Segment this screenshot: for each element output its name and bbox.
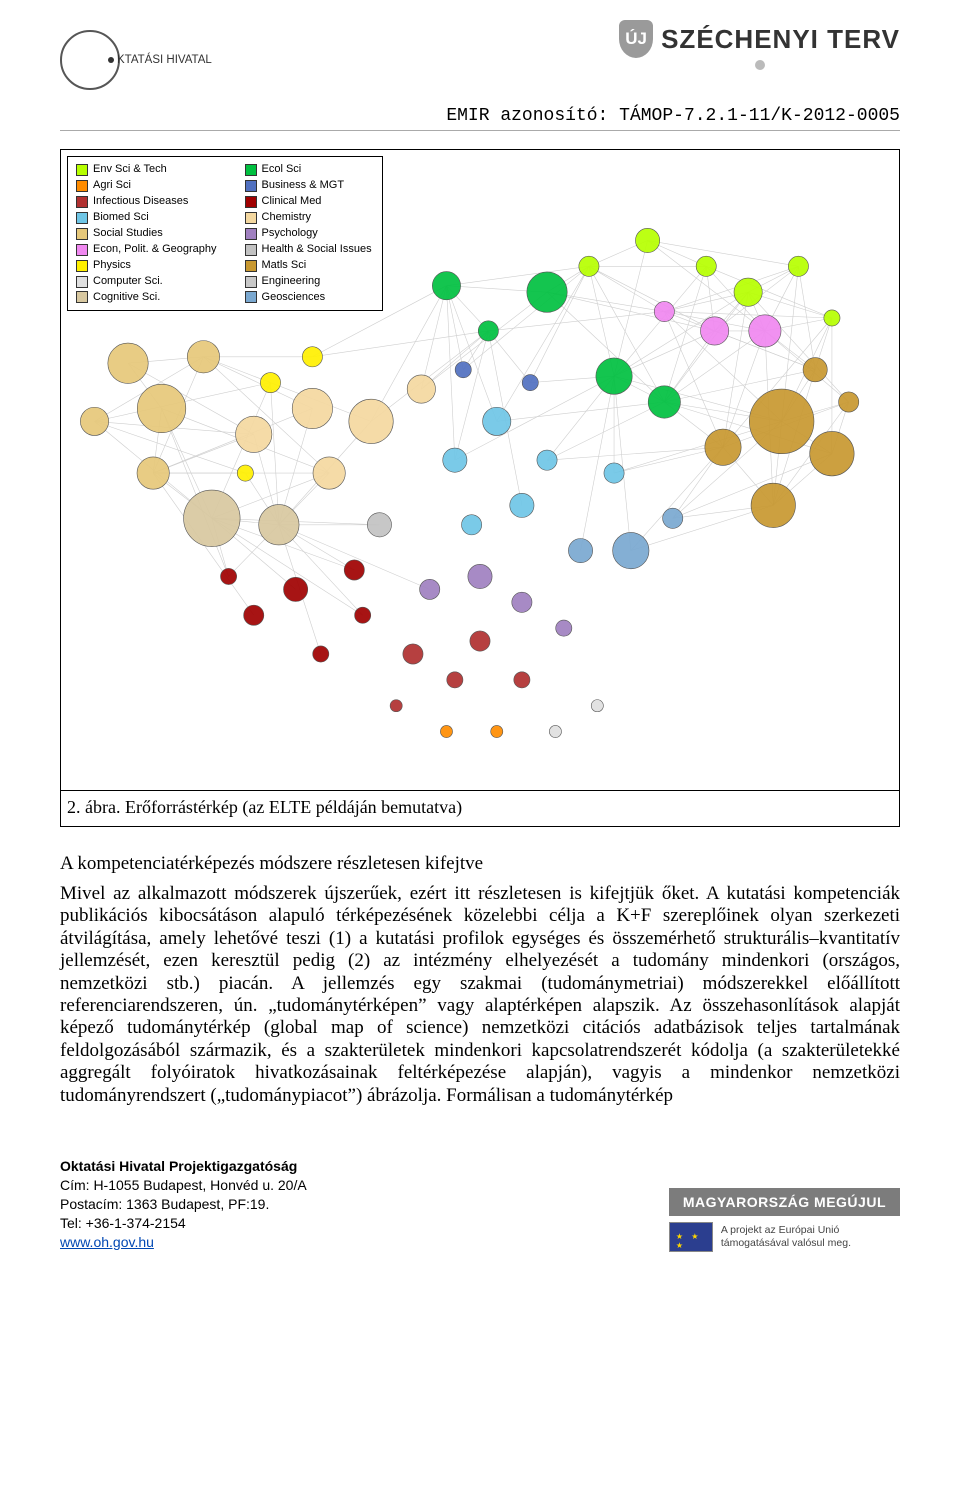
figure-caption: 2. ábra. Erőforrástérkép (az ELTE példáj… <box>61 791 899 826</box>
megujul-banner: MAGYARORSZÁG MEGÚJUL <box>669 1188 900 1216</box>
right-logo: ÚJ SZÉCHENYI TERV <box>619 20 900 70</box>
legend-item: Matls Sci <box>245 258 372 274</box>
eu-flag-icon <box>669 1222 713 1252</box>
footer-url[interactable]: www.oh.gov.hu <box>60 1234 154 1250</box>
pin-icon <box>755 60 765 70</box>
page-header: KTATÁSI HIVATAL ÚJ SZÉCHENYI TERV <box>60 20 900 100</box>
left-logo-text: KTATÁSI HIVATAL <box>117 54 212 66</box>
legend-item: Infectious Diseases <box>76 194 217 210</box>
footer-tel: Tel: +36-1-374-2154 <box>60 1214 307 1233</box>
legend-item: Clinical Med <box>245 194 372 210</box>
footer-addr: Cím: H-1055 Budapest, Honvéd u. 20/A <box>60 1176 307 1195</box>
legend-item: Agri Sci <box>76 178 217 194</box>
legend-item: Engineering <box>245 274 372 290</box>
footer-org: Oktatási Hivatal Projektigazgatóság <box>60 1157 307 1176</box>
eu-line2: támogatásával valósul meg. <box>721 1237 851 1249</box>
left-logo: KTATÁSI HIVATAL <box>60 30 212 90</box>
legend-item: Health & Social Issues <box>245 242 372 258</box>
legend-item: Psychology <box>245 226 372 242</box>
szechenyi-title: SZÉCHENYI TERV <box>661 24 900 55</box>
header-divider <box>60 130 900 131</box>
page-footer: Oktatási Hivatal Projektigazgatóság Cím:… <box>60 1157 900 1251</box>
legend-item: Geosciences <box>245 290 372 306</box>
legend-item: Chemistry <box>245 210 372 226</box>
legend-item: Econ, Polit. & Geography <box>76 242 217 258</box>
section-title: A kompetenciatérképezés módszere részlet… <box>60 853 900 875</box>
body-text: Mivel az alkalmazott módszerek újszerűek… <box>60 883 900 1107</box>
legend-item: Ecol Sci <box>245 162 372 178</box>
emir-id: EMIR azonosító: TÁMOP-7.2.1-11/K-2012-00… <box>60 106 900 126</box>
footer-post: Postacím: 1363 Budapest, PF:19. <box>60 1195 307 1214</box>
figure-legend: Env Sci & TechAgri SciInfectious Disease… <box>67 156 383 311</box>
figure-box: Env Sci & TechAgri SciInfectious Disease… <box>60 149 900 827</box>
legend-item: Biomed Sci <box>76 210 217 226</box>
legend-item: Social Studies <box>76 226 217 242</box>
legend-item: Cognitive Sci. <box>76 290 217 306</box>
legend-item: Env Sci & Tech <box>76 162 217 178</box>
legend-item: Computer Sci. <box>76 274 217 290</box>
eu-line1: A projekt az Európai Unió <box>721 1224 851 1236</box>
legend-item: Business & MGT <box>245 178 372 194</box>
uj-badge: ÚJ <box>619 20 653 58</box>
legend-item: Physics <box>76 258 217 274</box>
